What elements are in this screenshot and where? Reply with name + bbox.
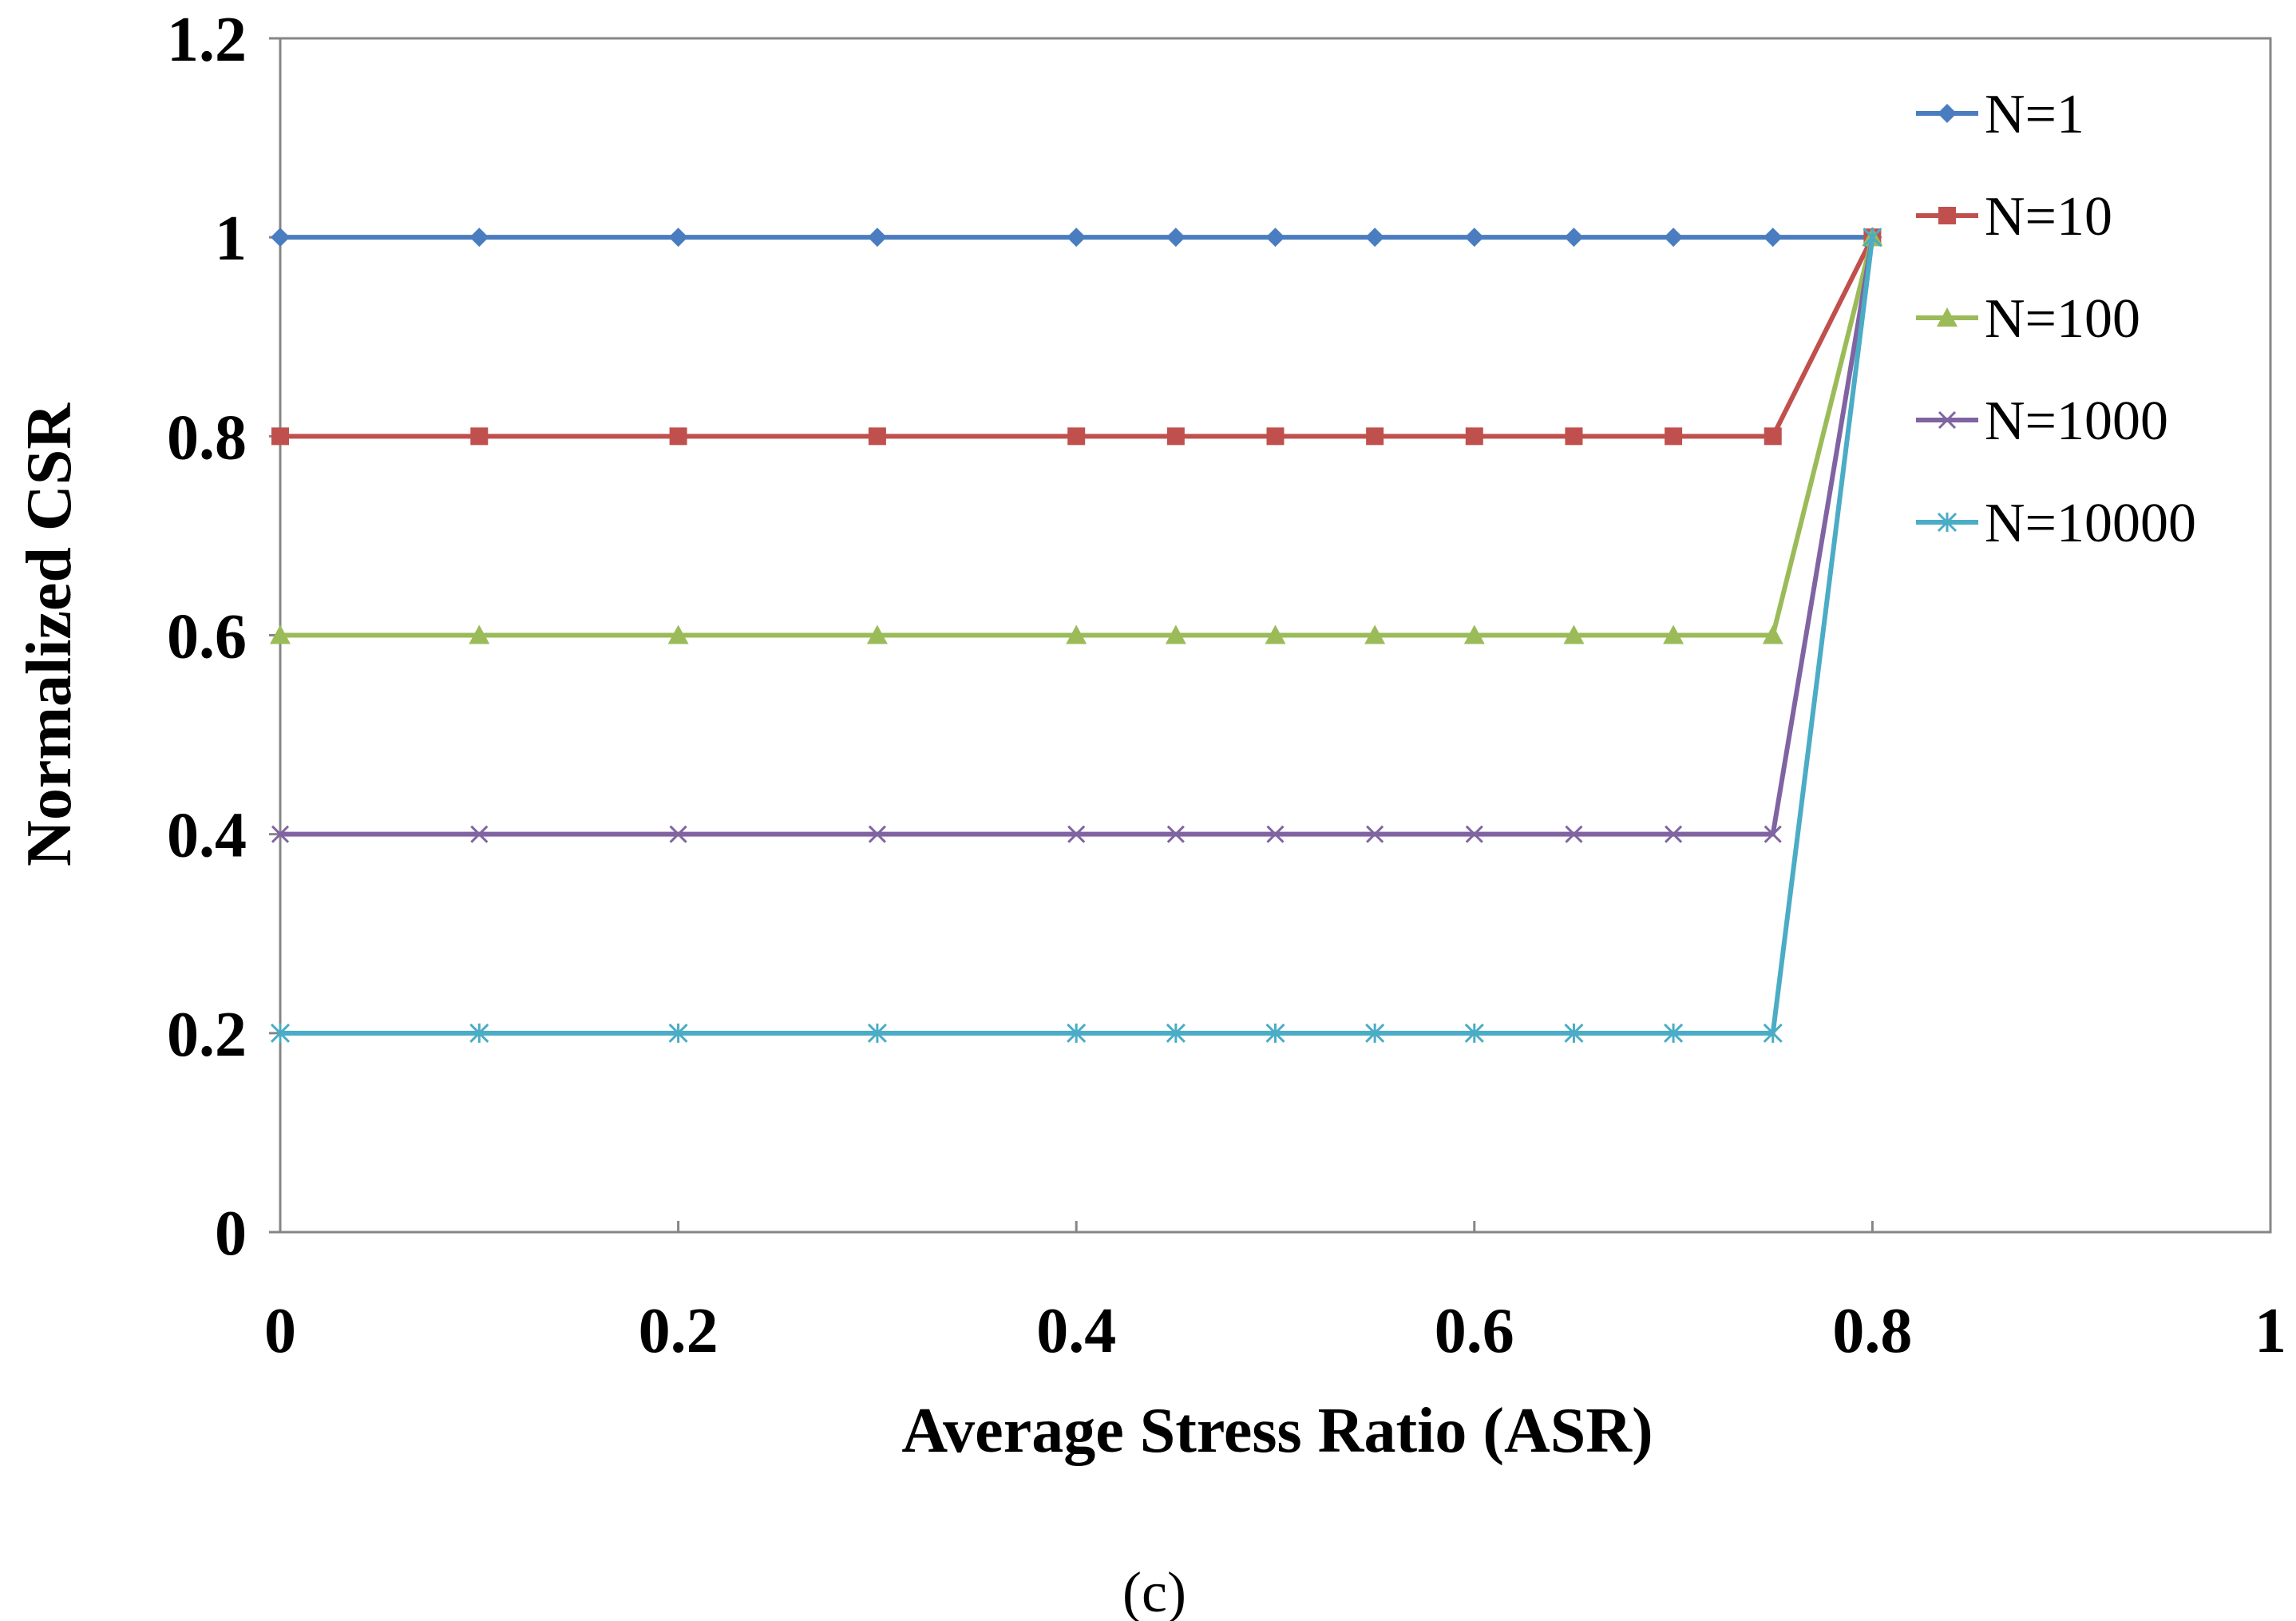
series-N=10000 — [270, 228, 1882, 1043]
y-tick-label: 0.6 — [167, 602, 247, 672]
data-point — [1465, 427, 1483, 446]
data-point — [1464, 1023, 1484, 1043]
y-axis-title: Normalized CSR — [14, 402, 85, 866]
data-point — [1166, 228, 1186, 248]
data-point — [1266, 427, 1285, 446]
data-point — [1365, 228, 1385, 248]
data-point — [1564, 1023, 1584, 1043]
legend-marker — [1937, 307, 1958, 327]
legend: N=1 N=10 N=100 N=1000 N=10000 — [1916, 84, 2196, 554]
data-point — [1165, 624, 1186, 644]
data-point — [271, 228, 290, 248]
legend-item: N=1 — [1916, 84, 2084, 145]
legend-label: N=10 — [1985, 186, 2112, 248]
data-point — [1265, 624, 1286, 644]
data-point — [1366, 427, 1384, 446]
legend-marker — [1937, 512, 1958, 533]
data-point — [669, 427, 687, 446]
x-axis-ticks: 0 0.2 0.4 0.6 0.8 1 — [264, 1221, 2286, 1366]
x-tick-label: 1 — [2254, 1296, 2286, 1366]
data-point — [469, 1023, 489, 1043]
data-point — [1265, 228, 1285, 248]
data-point — [1764, 427, 1782, 446]
legend-marker — [1938, 410, 1957, 430]
data-point — [867, 1023, 887, 1043]
data-point — [1067, 228, 1087, 248]
data-point — [868, 825, 886, 843]
data-point — [668, 228, 688, 248]
data-point — [270, 624, 291, 644]
x-tick-label: 0.6 — [1435, 1296, 1514, 1366]
legend-item: N=100 — [1916, 288, 2140, 350]
data-point — [1565, 825, 1583, 843]
data-point — [470, 825, 489, 843]
data-point — [669, 825, 687, 843]
data-point — [469, 228, 489, 248]
legend-label: N=100 — [1985, 288, 2140, 350]
data-point — [1763, 1023, 1783, 1043]
y-axis-ticks: 0 0.2 0.4 0.6 0.8 1 1.2 — [167, 5, 280, 1269]
x-tick-label: 0.8 — [1832, 1296, 1912, 1366]
data-point — [868, 427, 886, 446]
data-point — [1863, 228, 1882, 248]
data-point — [1565, 427, 1583, 446]
data-point — [1464, 228, 1484, 248]
legend-marker — [1938, 104, 1957, 123]
data-point — [1663, 624, 1684, 644]
data-point — [1265, 1023, 1285, 1043]
data-point — [1463, 624, 1485, 644]
data-point — [1664, 228, 1684, 248]
data-point — [1166, 427, 1185, 446]
data-point — [1266, 825, 1285, 843]
legend-label: N=10000 — [1985, 493, 2196, 554]
y-tick-label: 0.4 — [167, 801, 247, 871]
figure-caption: (c) — [1122, 1560, 1186, 1621]
data-point — [1366, 825, 1384, 843]
x-tick-label: 0 — [264, 1296, 296, 1366]
series-layer — [270, 227, 1883, 1043]
legend-label: N=1 — [1985, 84, 2084, 145]
data-point — [270, 1023, 291, 1043]
series-N=100 — [270, 227, 1883, 644]
legend-item: N=10 — [1916, 186, 2112, 248]
data-point — [271, 427, 289, 446]
data-point — [1067, 427, 1086, 446]
data-point — [866, 624, 888, 644]
data-point — [1564, 228, 1584, 248]
data-point — [1664, 1023, 1684, 1043]
data-point — [1665, 825, 1683, 843]
y-tick-label: 0.2 — [167, 1000, 247, 1070]
data-point — [667, 624, 689, 644]
legend-label: N=1000 — [1985, 390, 2168, 452]
data-point — [1764, 825, 1782, 843]
x-tick-label: 0.2 — [639, 1296, 718, 1366]
data-point — [271, 825, 290, 843]
data-point — [1762, 624, 1783, 644]
data-point — [1563, 624, 1585, 644]
x-tick-label: 0.4 — [1036, 1296, 1116, 1366]
y-tick-label: 0 — [215, 1199, 247, 1269]
legend-marker — [1938, 207, 1956, 224]
data-point — [1067, 1023, 1087, 1043]
x-axis-title: Average Stress Ratio (ASR) — [901, 1396, 1653, 1466]
data-point — [668, 1023, 688, 1043]
y-tick-label: 0.8 — [167, 402, 247, 473]
legend-item: N=10000 — [1916, 493, 2196, 554]
data-point — [1665, 427, 1683, 446]
data-point — [1166, 1023, 1186, 1043]
data-point — [1066, 624, 1087, 644]
data-point — [1465, 825, 1483, 843]
data-point — [1166, 825, 1185, 843]
data-point — [1364, 624, 1386, 644]
y-tick-label: 1.2 — [167, 5, 247, 75]
data-point — [469, 624, 490, 644]
y-tick-label: 1 — [215, 204, 247, 274]
data-point — [1067, 825, 1086, 843]
data-point — [1365, 1023, 1385, 1043]
legend-item: N=1000 — [1916, 390, 2168, 452]
data-point — [1763, 228, 1783, 248]
data-point — [867, 228, 887, 248]
data-point — [470, 427, 489, 446]
